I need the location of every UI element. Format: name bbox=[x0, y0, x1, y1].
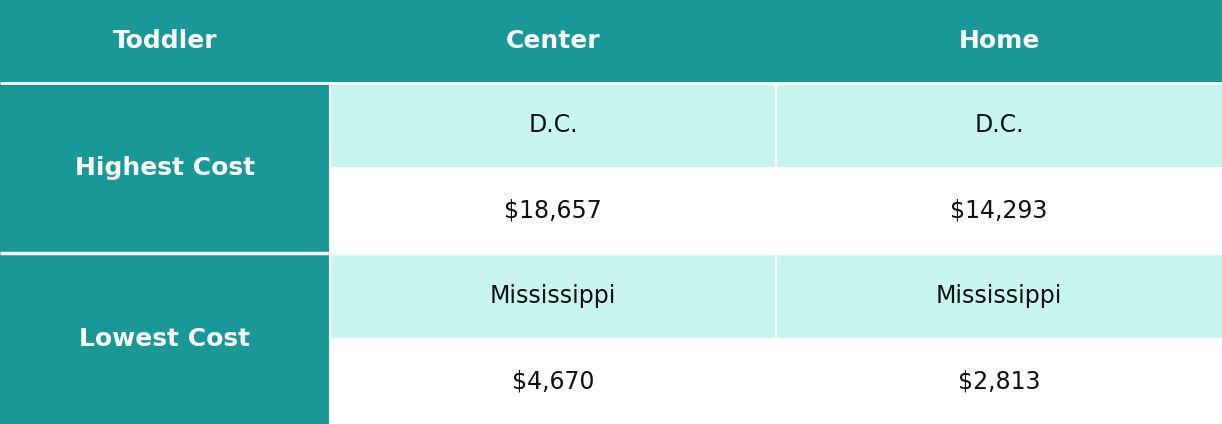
Bar bbox=[776, 83, 1222, 168]
Text: $18,657: $18,657 bbox=[505, 199, 601, 223]
Text: Lowest Cost: Lowest Cost bbox=[79, 326, 251, 351]
Bar bbox=[776, 168, 1222, 254]
Text: Toddler: Toddler bbox=[112, 29, 218, 53]
Bar bbox=[0, 254, 330, 424]
Bar bbox=[330, 339, 776, 424]
Bar bbox=[330, 83, 776, 168]
Text: $4,670: $4,670 bbox=[512, 369, 594, 393]
Bar bbox=[776, 254, 1222, 339]
Text: $2,813: $2,813 bbox=[958, 369, 1040, 393]
Text: Center: Center bbox=[506, 29, 600, 53]
Bar bbox=[776, 339, 1222, 424]
Text: Highest Cost: Highest Cost bbox=[75, 156, 255, 180]
Text: Home: Home bbox=[958, 29, 1040, 53]
Text: $14,293: $14,293 bbox=[951, 199, 1047, 223]
Text: D.C.: D.C. bbox=[528, 113, 578, 137]
Bar bbox=[330, 254, 776, 339]
Text: Mississippi: Mississippi bbox=[490, 284, 616, 308]
Bar bbox=[0, 0, 1222, 83]
Bar bbox=[0, 83, 330, 254]
Text: D.C.: D.C. bbox=[974, 113, 1024, 137]
Bar bbox=[330, 168, 776, 254]
Text: Mississippi: Mississippi bbox=[936, 284, 1062, 308]
